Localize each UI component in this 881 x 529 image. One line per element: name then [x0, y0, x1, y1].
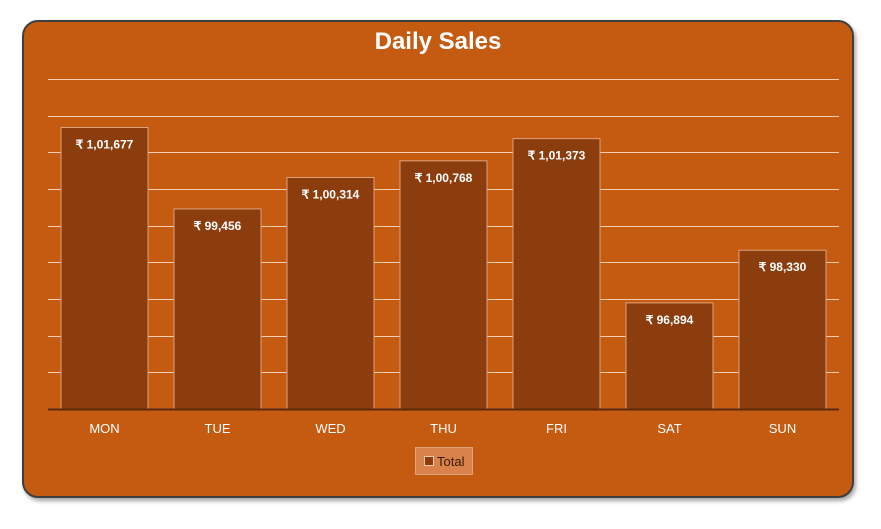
x-tick-label-sun: SUN — [769, 421, 796, 436]
bar-sat — [625, 302, 714, 410]
data-label-fri: ₹ 1,01,373 — [528, 149, 586, 163]
x-tick-label-wed: WED — [315, 421, 345, 436]
x-tick-label-fri: FRI — [546, 421, 567, 436]
chart-title: Daily Sales — [374, 28, 502, 55]
x-tick-label-mon: MON — [89, 421, 119, 436]
bar-wed — [286, 176, 375, 410]
data-label-thu: ₹ 1,00,768 — [415, 171, 473, 185]
chart-legend: Total — [415, 447, 474, 475]
legend-label-total: Total — [437, 453, 465, 469]
bar-thu — [399, 160, 488, 410]
data-label-wed: ₹ 1,00,314 — [302, 187, 360, 201]
data-label-tue: ₹ 99,456 — [194, 219, 242, 233]
legend-swatch-total — [424, 456, 434, 466]
x-tick-label-tue: TUE — [205, 421, 231, 436]
bar-tue — [173, 208, 262, 410]
data-label-sat: ₹ 96,894 — [646, 313, 694, 327]
x-tick-label-sat: SAT — [657, 421, 681, 436]
bar-fri — [512, 138, 601, 410]
chart-frame: Daily Sales ₹ 1,01,677 MON ₹ 99,456 TUE ₹ 1,… — [22, 20, 854, 498]
bar-mon — [60, 127, 149, 410]
bar-sun — [738, 249, 827, 410]
bar-chart-plot: ₹ 1,01,677 MON ₹ 99,456 TUE ₹ 1,00,314 WED ₹ 1… — [48, 79, 839, 436]
data-label-sun: ₹ 98,330 — [759, 260, 807, 274]
x-tick-label-thu: THU — [430, 421, 457, 436]
data-label-mon: ₹ 1,01,677 — [76, 138, 134, 152]
